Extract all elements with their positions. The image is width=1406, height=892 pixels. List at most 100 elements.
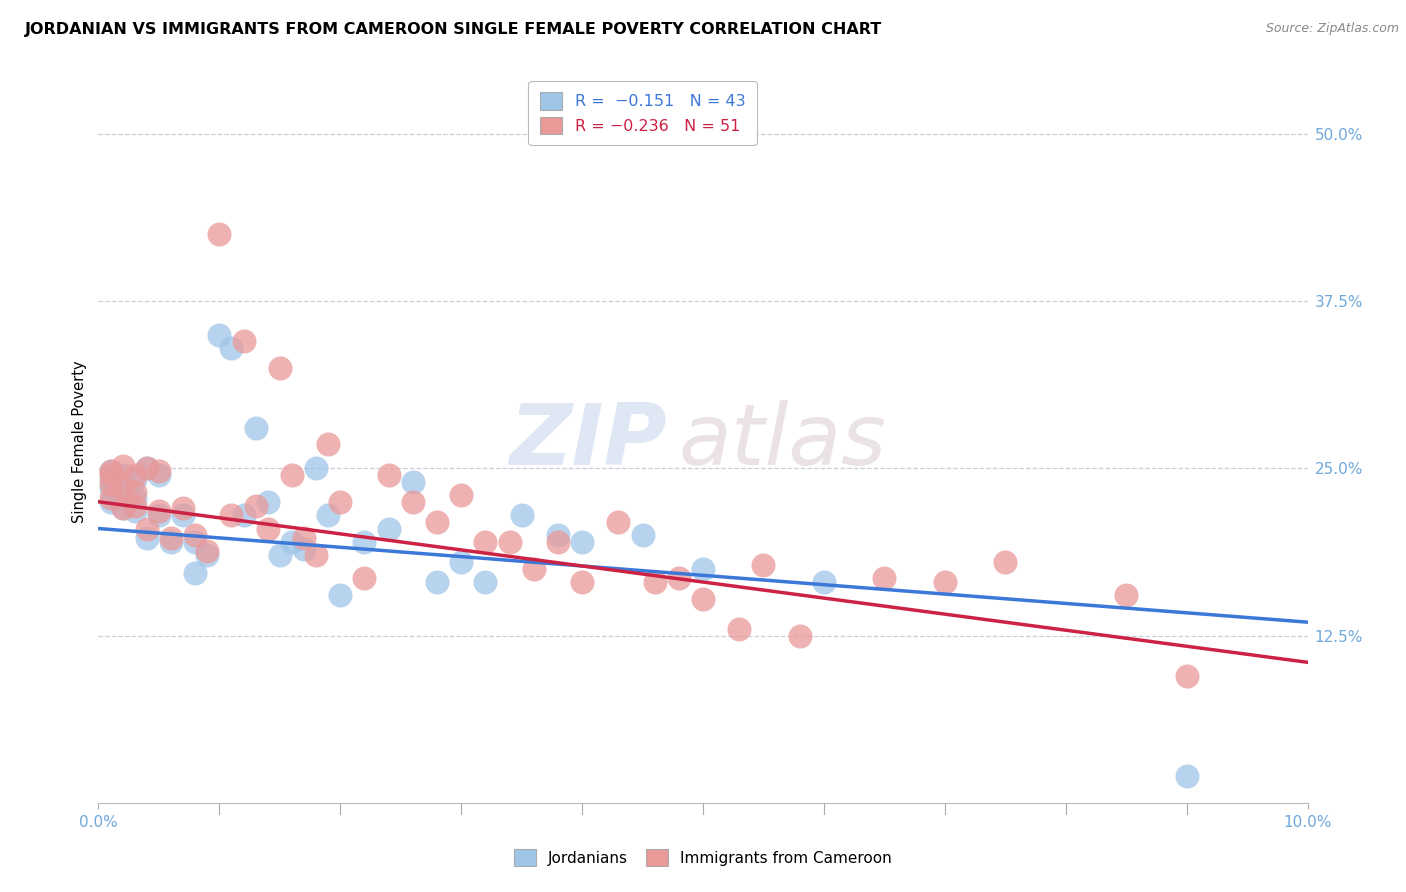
- Point: [316, 437, 339, 451]
- Y-axis label: Single Female Poverty: Single Female Poverty: [72, 360, 87, 523]
- Point: [305, 461, 328, 475]
- Point: [474, 534, 496, 549]
- Point: [111, 458, 134, 473]
- Point: [124, 491, 146, 505]
- Point: [221, 341, 243, 355]
- Point: [329, 494, 352, 508]
- Point: [245, 421, 267, 435]
- Point: [100, 494, 122, 508]
- Point: [100, 464, 122, 478]
- Point: [100, 472, 122, 486]
- Point: [329, 589, 352, 603]
- Point: [135, 461, 157, 475]
- Point: [1175, 669, 1198, 683]
- Point: [135, 531, 157, 545]
- Point: [474, 575, 496, 590]
- Point: [402, 475, 425, 489]
- Point: [813, 575, 835, 590]
- Point: [124, 467, 146, 482]
- Point: [184, 528, 207, 542]
- Point: [100, 464, 122, 478]
- Point: [377, 521, 399, 535]
- Point: [148, 508, 170, 523]
- Point: [994, 555, 1017, 569]
- Point: [281, 534, 304, 549]
- Point: [148, 504, 170, 518]
- Point: [100, 491, 122, 505]
- Point: [426, 515, 449, 529]
- Point: [111, 501, 134, 516]
- Point: [111, 488, 134, 502]
- Point: [607, 515, 630, 529]
- Point: [316, 508, 339, 523]
- Text: Source: ZipAtlas.com: Source: ZipAtlas.com: [1265, 22, 1399, 36]
- Point: [124, 499, 146, 513]
- Point: [547, 534, 569, 549]
- Point: [124, 472, 146, 486]
- Point: [195, 548, 218, 563]
- Point: [281, 467, 304, 482]
- Point: [523, 562, 546, 576]
- Point: [668, 571, 690, 585]
- Point: [450, 555, 472, 569]
- Point: [402, 494, 425, 508]
- Point: [256, 521, 278, 535]
- Point: [184, 534, 207, 549]
- Point: [292, 531, 315, 545]
- Point: [571, 534, 593, 549]
- Point: [135, 461, 157, 475]
- Point: [111, 467, 134, 482]
- Legend: R =  −0.151   N = 43, R = −0.236   N = 51: R = −0.151 N = 43, R = −0.236 N = 51: [529, 81, 756, 145]
- Point: [752, 558, 775, 572]
- Point: [111, 482, 134, 496]
- Point: [100, 482, 122, 496]
- Point: [353, 571, 375, 585]
- Point: [644, 575, 666, 590]
- Point: [148, 464, 170, 478]
- Point: [172, 501, 194, 516]
- Point: [269, 548, 291, 563]
- Point: [498, 534, 520, 549]
- Point: [426, 575, 449, 590]
- Point: [111, 501, 134, 516]
- Point: [124, 485, 146, 500]
- Point: [195, 544, 218, 558]
- Point: [631, 528, 654, 542]
- Point: [450, 488, 472, 502]
- Point: [245, 499, 267, 513]
- Point: [692, 592, 714, 607]
- Point: [160, 531, 183, 545]
- Point: [208, 327, 231, 342]
- Point: [221, 508, 243, 523]
- Point: [692, 562, 714, 576]
- Point: [208, 227, 231, 242]
- Text: JORDANIAN VS IMMIGRANTS FROM CAMEROON SINGLE FEMALE POVERTY CORRELATION CHART: JORDANIAN VS IMMIGRANTS FROM CAMEROON SI…: [25, 22, 883, 37]
- Point: [160, 534, 183, 549]
- Point: [232, 334, 254, 349]
- Point: [547, 528, 569, 542]
- Point: [184, 566, 207, 580]
- Point: [305, 548, 328, 563]
- Point: [256, 494, 278, 508]
- Point: [100, 467, 122, 482]
- Point: [353, 534, 375, 549]
- Point: [934, 575, 956, 590]
- Point: [135, 521, 157, 535]
- Point: [232, 508, 254, 523]
- Point: [510, 508, 533, 523]
- Text: ZIP: ZIP: [509, 400, 666, 483]
- Text: atlas: atlas: [679, 400, 887, 483]
- Point: [377, 467, 399, 482]
- Point: [292, 541, 315, 556]
- Point: [172, 508, 194, 523]
- Point: [100, 477, 122, 491]
- Point: [1115, 589, 1137, 603]
- Point: [124, 504, 146, 518]
- Point: [269, 361, 291, 376]
- Point: [571, 575, 593, 590]
- Legend: Jordanians, Immigrants from Cameroon: Jordanians, Immigrants from Cameroon: [506, 842, 900, 873]
- Point: [728, 622, 751, 636]
- Point: [873, 571, 896, 585]
- Point: [789, 628, 811, 642]
- Point: [148, 467, 170, 482]
